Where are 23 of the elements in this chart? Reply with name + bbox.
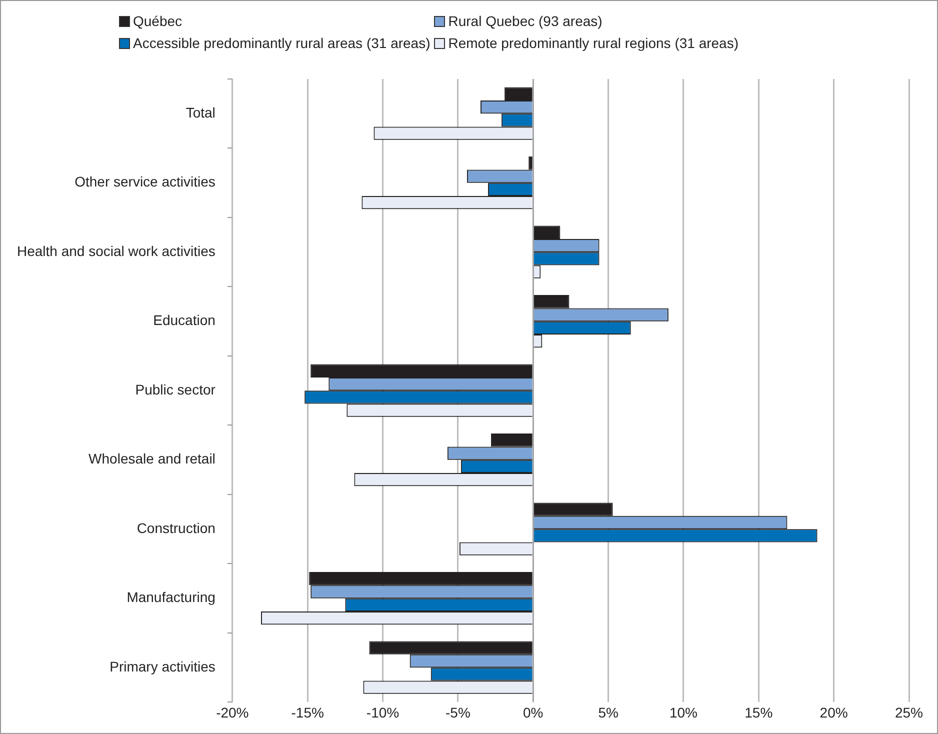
y-tick-label: Public sector bbox=[135, 381, 216, 398]
x-tick-label: -15% bbox=[291, 704, 324, 720]
legend-label: Rural Quebec (93 areas) bbox=[448, 13, 602, 29]
y-tick-label: Education bbox=[153, 312, 216, 328]
x-tick-label: -5% bbox=[445, 704, 470, 720]
x-tick-label: 10% bbox=[669, 704, 698, 720]
y-tick-label: Primary activities bbox=[110, 658, 216, 674]
legend-label: Accessible predominantly rural areas (31 areas) bbox=[133, 35, 430, 51]
x-tick-label: 0% bbox=[523, 704, 544, 720]
y-tick-label: Total bbox=[186, 104, 216, 120]
x-tick-label: 25% bbox=[894, 704, 924, 720]
y-tick-label: Wholesale and retail bbox=[88, 450, 216, 467]
x-tick-label: 15% bbox=[744, 704, 773, 720]
y-tick-label: Other service activities bbox=[74, 174, 216, 190]
x-tick-label: 20% bbox=[820, 704, 848, 720]
legend-label: Remote predominantly rural regions (31 areas) bbox=[448, 35, 738, 51]
x-tick-label: -20% bbox=[216, 704, 249, 720]
y-tick-label: Health and social work activities bbox=[17, 242, 216, 259]
x-tick-label: 5% bbox=[598, 704, 618, 720]
y-tick-label: Construction bbox=[136, 520, 216, 536]
y-tick-label: Manufacturing bbox=[126, 589, 216, 606]
legend-label: Québec bbox=[133, 13, 182, 29]
x-tick-label: -10% bbox=[366, 704, 400, 720]
